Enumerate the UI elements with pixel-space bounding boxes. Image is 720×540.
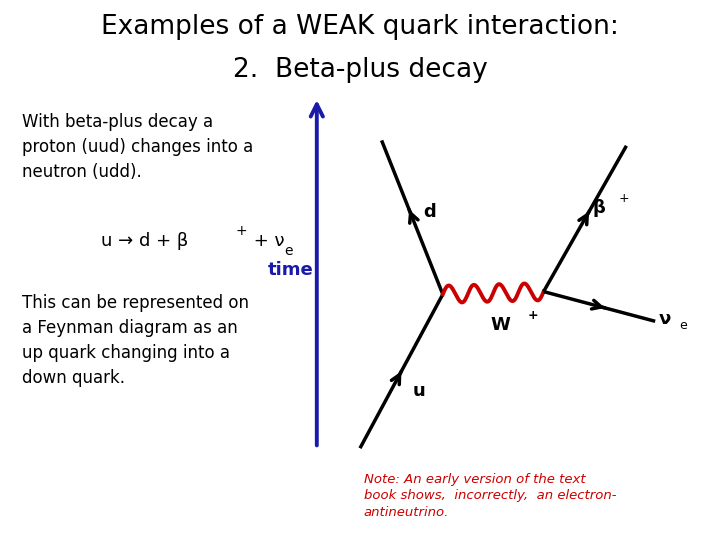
Text: +: + — [528, 309, 538, 322]
Text: Examples of a WEAK quark interaction:: Examples of a WEAK quark interaction: — [101, 14, 619, 39]
Text: time: time — [267, 261, 313, 279]
Text: +: + — [235, 224, 247, 238]
Text: e: e — [679, 319, 687, 332]
Text: +: + — [619, 192, 629, 205]
Text: u: u — [412, 382, 425, 400]
Text: ν: ν — [659, 309, 671, 328]
Text: W: W — [490, 316, 510, 334]
Text: e: e — [284, 244, 293, 258]
Text: u → d + β: u → d + β — [101, 232, 188, 249]
Text: 2.  Beta-plus decay: 2. Beta-plus decay — [233, 57, 487, 83]
Text: + ν: + ν — [248, 232, 285, 249]
Text: This can be represented on
a Feynman diagram as an
up quark changing into a
down: This can be represented on a Feynman dia… — [22, 294, 248, 387]
Text: d: d — [423, 203, 436, 221]
Text: Note: An early version of the text
book shows,  incorrectly,  an electron-
antin: Note: An early version of the text book … — [364, 472, 616, 519]
Text: With beta-plus decay a
proton (uud) changes into a
neutron (udd).: With beta-plus decay a proton (uud) chan… — [22, 113, 253, 181]
Text: β: β — [593, 199, 605, 217]
